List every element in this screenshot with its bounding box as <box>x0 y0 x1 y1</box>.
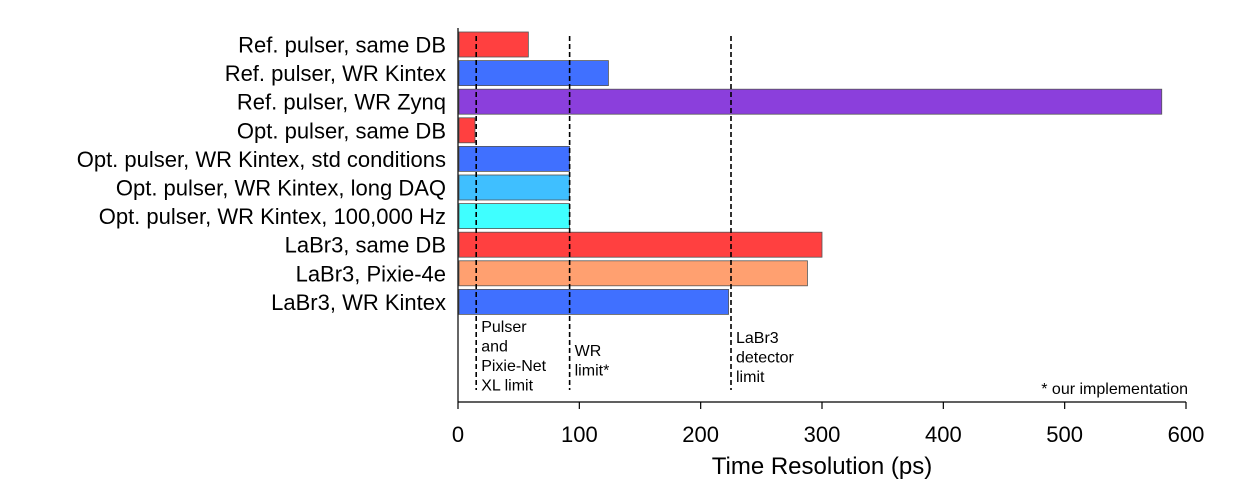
limit-label: XL limit <box>481 378 533 395</box>
bar <box>458 203 571 230</box>
y-tick-label: LaBr3, WR Kintex <box>271 290 446 315</box>
limit-lines-group: Pulser and Pixie-Net XL limit WR limit* LaBr3 d… <box>475 36 794 395</box>
limit-label: WR <box>575 343 602 360</box>
x-tick-label: 600 <box>1168 422 1205 447</box>
y-tick-label: LaBr3, Pixie-4e <box>296 261 446 286</box>
limit-label: and <box>481 339 508 356</box>
y-tick-label: Ref. pulser, same DB <box>238 33 446 58</box>
limit-label: LaBr3 <box>736 330 779 347</box>
y-tick-label: Opt. pulser, same DB <box>237 118 446 143</box>
bar <box>458 174 571 201</box>
x-ticks-group: 0 100 200 300 400 500 600 <box>452 402 1204 447</box>
x-axis-title: Time Resolution (ps) <box>712 453 933 480</box>
y-tick-label: Ref. pulser, WR Kintex <box>225 61 446 86</box>
x-tick-label: 0 <box>452 422 464 447</box>
limit-label: Pulser <box>481 319 527 336</box>
bar <box>458 117 476 144</box>
y-tick-label: Opt. pulser, WR Kintex, 100,000 Hz <box>99 204 446 229</box>
bar <box>458 288 729 315</box>
bar <box>458 88 1163 115</box>
y-labels-group: Ref. pulser, same DB Ref. pulser, WR Kint… <box>77 33 446 315</box>
bar <box>458 260 808 287</box>
y-tick-label: Ref. pulser, WR Zynq <box>237 90 446 115</box>
x-tick-label: 400 <box>925 422 962 447</box>
x-tick-label: 100 <box>561 422 598 447</box>
limit-label: limit* <box>575 363 610 380</box>
bar <box>458 31 529 58</box>
limit-label: detector <box>736 350 794 367</box>
x-tick-label: 500 <box>1046 422 1083 447</box>
bar <box>458 60 609 86</box>
y-tick-label: LaBr3, same DB <box>285 233 446 258</box>
limit-label: Pixie-Net <box>481 358 546 375</box>
footnote: * our implementation <box>1041 381 1188 398</box>
x-tick-label: 300 <box>804 422 841 447</box>
limit-label: limit <box>736 369 765 386</box>
bar <box>458 145 571 172</box>
x-tick-label: 200 <box>682 422 719 447</box>
bars-group <box>458 31 1163 315</box>
y-tick-label: Opt. pulser, WR Kintex, std conditions <box>77 147 446 172</box>
y-tick-label: Opt. pulser, WR Kintex, long DAQ <box>116 176 446 201</box>
bar <box>458 231 823 258</box>
